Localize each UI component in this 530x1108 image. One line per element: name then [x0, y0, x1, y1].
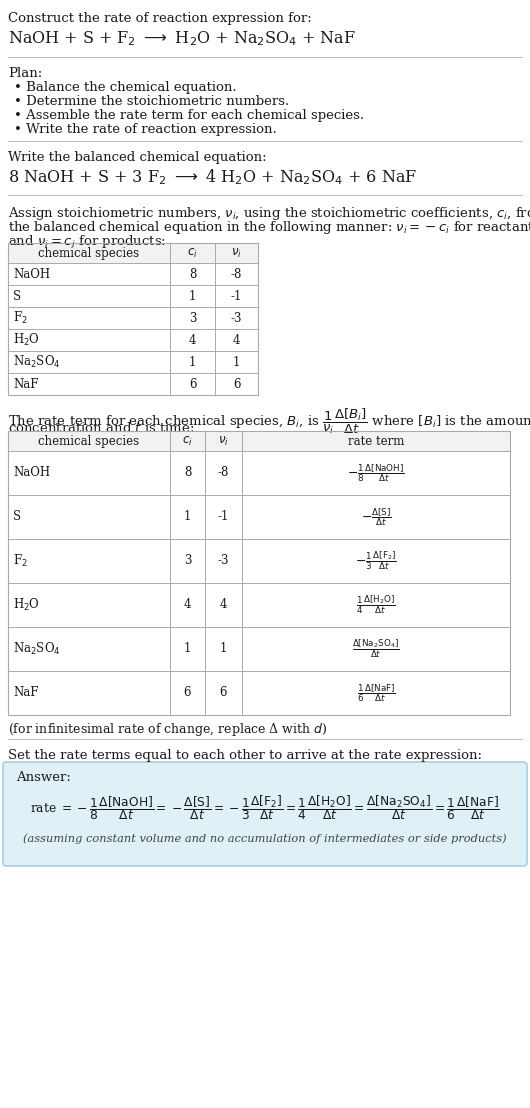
Text: 6: 6: [189, 378, 196, 390]
Text: 4: 4: [233, 334, 240, 347]
Text: H$_2$O: H$_2$O: [13, 332, 40, 348]
Text: NaF: NaF: [13, 687, 39, 699]
Text: chemical species: chemical species: [39, 435, 139, 448]
Text: 1: 1: [189, 289, 196, 302]
Text: Na$_2$SO$_4$: Na$_2$SO$_4$: [13, 353, 60, 370]
Text: 8: 8: [189, 267, 196, 280]
Text: 1: 1: [184, 643, 191, 656]
Text: Write the balanced chemical equation:: Write the balanced chemical equation:: [8, 151, 267, 164]
Text: -8: -8: [218, 466, 229, 480]
Text: $\frac{1}{4}\frac{\Delta[\mathrm{H_2O}]}{\Delta t}$: $\frac{1}{4}\frac{\Delta[\mathrm{H_2O}]}…: [356, 594, 396, 616]
Text: F$_2$: F$_2$: [13, 310, 28, 326]
Text: (assuming constant volume and no accumulation of intermediates or side products): (assuming constant volume and no accumul…: [23, 833, 507, 843]
Text: -3: -3: [218, 554, 229, 567]
Text: 6: 6: [220, 687, 227, 699]
Text: • Determine the stoichiometric numbers.: • Determine the stoichiometric numbers.: [14, 95, 289, 107]
Text: 3: 3: [184, 554, 191, 567]
Text: NaF: NaF: [13, 378, 39, 390]
Text: 4: 4: [184, 598, 191, 612]
Text: -1: -1: [218, 511, 229, 523]
Text: $\nu_i$: $\nu_i$: [218, 435, 229, 448]
Text: 6: 6: [184, 687, 191, 699]
Text: F$_2$: F$_2$: [13, 553, 28, 570]
Text: 1: 1: [220, 643, 227, 656]
Text: NaOH: NaOH: [13, 466, 50, 480]
Text: • Balance the chemical equation.: • Balance the chemical equation.: [14, 81, 236, 94]
Text: H$_2$O: H$_2$O: [13, 597, 40, 613]
Text: NaOH: NaOH: [13, 267, 50, 280]
Text: $c_i$: $c_i$: [187, 247, 198, 260]
Text: The rate term for each chemical species, $B_i$, is $\dfrac{1}{\nu_i}\dfrac{\Delt: The rate term for each chemical species,…: [8, 407, 530, 437]
Text: Set the rate terms equal to each other to arrive at the rate expression:: Set the rate terms equal to each other t…: [8, 749, 482, 762]
Text: 4: 4: [220, 598, 227, 612]
Bar: [8, 431, 510, 715]
Text: S: S: [13, 289, 21, 302]
Text: Construct the rate of reaction expression for:: Construct the rate of reaction expressio…: [8, 12, 312, 25]
Text: $\frac{1}{6}\frac{\Delta[\mathrm{NaF}]}{\Delta t}$: $\frac{1}{6}\frac{\Delta[\mathrm{NaF}]}{…: [357, 683, 395, 704]
Text: -3: -3: [231, 311, 242, 325]
Bar: [8, 431, 510, 451]
Bar: [8, 243, 258, 263]
Text: 6: 6: [233, 378, 240, 390]
Text: Plan:: Plan:: [8, 66, 42, 80]
Text: Na$_2$SO$_4$: Na$_2$SO$_4$: [13, 640, 60, 657]
Text: $-\frac{1}{3}\frac{\Delta[\mathrm{F_2}]}{\Delta t}$: $-\frac{1}{3}\frac{\Delta[\mathrm{F_2}]}…: [355, 550, 397, 573]
Text: rate $= -\dfrac{1}{8}\dfrac{\Delta[\mathrm{NaOH}]}{\Delta t} = -\dfrac{\Delta[\m: rate $= -\dfrac{1}{8}\dfrac{\Delta[\math…: [30, 793, 500, 822]
Text: the balanced chemical equation in the following manner: $\nu_i = -c_i$ for react: the balanced chemical equation in the fo…: [8, 219, 530, 236]
Text: 8 NaOH + S + 3 F$_2$ $\longrightarrow$ 4 H$_2$O + Na$_2$SO$_4$ + 6 NaF: 8 NaOH + S + 3 F$_2$ $\longrightarrow$ 4…: [8, 167, 417, 187]
Text: $-\frac{1}{8}\frac{\Delta[\mathrm{NaOH}]}{\Delta t}$: $-\frac{1}{8}\frac{\Delta[\mathrm{NaOH}]…: [347, 462, 405, 484]
Text: 3: 3: [189, 311, 196, 325]
Text: -8: -8: [231, 267, 242, 280]
Text: $\frac{\Delta[\mathrm{Na_2SO_4}]}{\Delta t}$: $\frac{\Delta[\mathrm{Na_2SO_4}]}{\Delta…: [352, 638, 400, 660]
Text: 1: 1: [184, 511, 191, 523]
Text: and $\nu_i = c_i$ for products:: and $\nu_i = c_i$ for products:: [8, 233, 166, 250]
Text: 8: 8: [184, 466, 191, 480]
Text: • Assemble the rate term for each chemical species.: • Assemble the rate term for each chemic…: [14, 109, 364, 122]
Text: $\nu_i$: $\nu_i$: [231, 247, 242, 260]
Text: S: S: [13, 511, 21, 523]
Text: concentration and $t$ is time:: concentration and $t$ is time:: [8, 421, 195, 435]
Text: 4: 4: [189, 334, 196, 347]
Text: chemical species: chemical species: [39, 247, 139, 260]
Text: NaOH + S + F$_2$ $\longrightarrow$ H$_2$O + Na$_2$SO$_4$ + NaF: NaOH + S + F$_2$ $\longrightarrow$ H$_2$…: [8, 29, 356, 48]
Text: (for infinitesimal rate of change, replace Δ with $d$): (for infinitesimal rate of change, repla…: [8, 721, 328, 738]
Text: Assign stoichiometric numbers, $\nu_i$, using the stoichiometric coefficients, $: Assign stoichiometric numbers, $\nu_i$, …: [8, 205, 530, 222]
Text: $c_i$: $c_i$: [182, 435, 193, 448]
Text: • Write the rate of reaction expression.: • Write the rate of reaction expression.: [14, 123, 277, 136]
Text: 1: 1: [189, 356, 196, 369]
Text: -1: -1: [231, 289, 242, 302]
Text: 1: 1: [233, 356, 240, 369]
Text: Answer:: Answer:: [16, 771, 71, 784]
Text: rate term: rate term: [348, 435, 404, 448]
Text: $-\frac{\Delta[\mathrm{S}]}{\Delta t}$: $-\frac{\Delta[\mathrm{S}]}{\Delta t}$: [360, 506, 392, 527]
Bar: [8, 243, 258, 394]
FancyBboxPatch shape: [3, 762, 527, 866]
